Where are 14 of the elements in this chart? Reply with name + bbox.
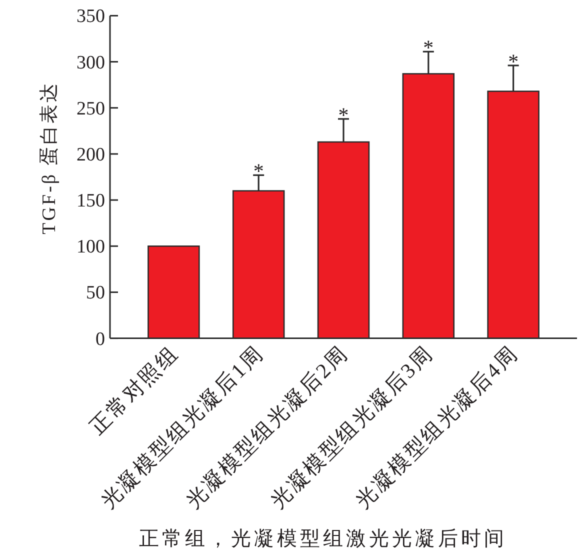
y-tick-label: 350 — [76, 6, 105, 28]
y-tick-label: 300 — [76, 52, 105, 74]
annotation: * — [338, 102, 349, 127]
y-tick-label: 100 — [76, 236, 105, 258]
annotation: * — [423, 36, 434, 60]
y-axis-title: TGF-β 蛋白表达 — [39, 82, 60, 234]
y-tick-label: 150 — [76, 190, 105, 212]
y-tick-label: 0 — [96, 328, 105, 350]
annotation: * — [253, 159, 264, 184]
y-tick-label: 250 — [76, 98, 105, 120]
annotation: * — [508, 49, 519, 74]
y-tick-label: 200 — [76, 144, 105, 166]
y-tick-label: 50 — [86, 282, 105, 304]
x-axis-title: 正常组，光凝模型组激光光凝后时间 — [139, 528, 507, 550]
